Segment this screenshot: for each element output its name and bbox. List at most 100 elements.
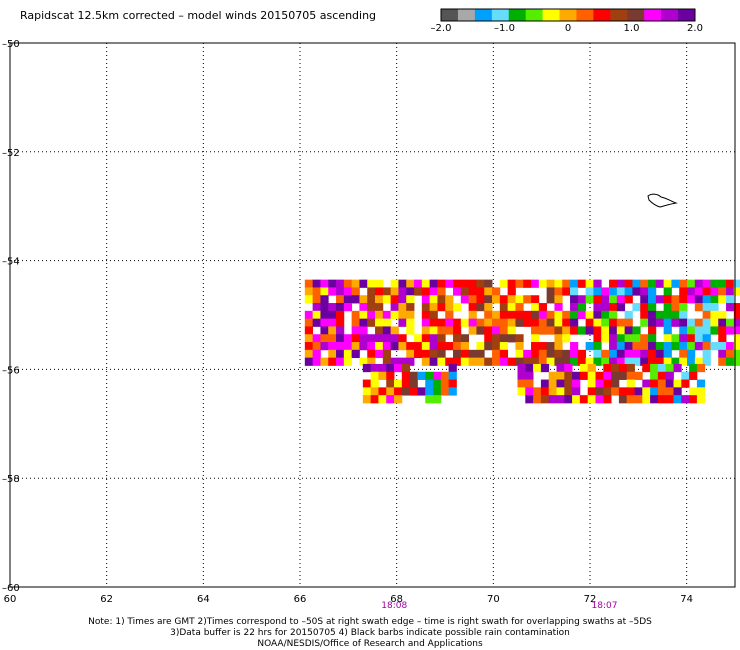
heatmap-cell (733, 310, 740, 320)
heatmap-cell (538, 303, 548, 312)
heatmap-cell (585, 357, 594, 366)
heatmap-cell (499, 303, 509, 312)
heatmap-cell (429, 326, 438, 335)
heatmap-cell (718, 310, 727, 320)
heatmap-cell (634, 371, 643, 380)
heatmap-cell (546, 342, 555, 351)
heatmap-cell (367, 318, 376, 327)
colorbar-block (491, 9, 510, 21)
heatmap-cell (562, 326, 571, 335)
heatmap-cell (499, 326, 509, 335)
heatmap-cell (546, 295, 555, 304)
heatmap-cell (336, 279, 345, 288)
heatmap-cell (531, 295, 540, 304)
heatmap-cell (468, 303, 477, 312)
heatmap-cell (367, 349, 376, 359)
heatmap-cell (531, 349, 540, 359)
heatmap-cell (657, 363, 667, 373)
heatmap-cell (554, 295, 563, 304)
heatmap-cell (507, 287, 516, 296)
heatmap-cell (336, 295, 345, 304)
heatmap-cell (468, 349, 477, 359)
heatmap-cell (726, 349, 735, 359)
heatmap-cell (460, 287, 470, 296)
heatmap-cell (359, 279, 368, 288)
heatmap-cell (525, 379, 534, 388)
heatmap-cell (328, 334, 337, 343)
heatmap-cell (632, 279, 641, 288)
heatmap-cell (585, 310, 594, 320)
heatmap-cell (640, 342, 649, 351)
heatmap-cell (601, 303, 610, 312)
colorbar-tick-label: –1.0 (494, 23, 515, 34)
heatmap-cell (648, 303, 657, 312)
heatmap-cell (689, 395, 698, 404)
heatmap-cell (679, 303, 688, 312)
heatmap-cell (640, 318, 649, 327)
heatmap-cell (650, 379, 659, 388)
heatmap-cell (359, 342, 368, 351)
heatmap-cell (417, 387, 426, 396)
heatmap-cell (640, 357, 649, 366)
heatmap-cell (687, 287, 696, 296)
heatmap-cell (616, 303, 626, 312)
heatmap-cell (702, 357, 711, 366)
heatmap-cell (370, 363, 379, 373)
heatmap-cell (394, 363, 403, 373)
heatmap-cell (624, 279, 633, 288)
heatmap-cell (640, 287, 649, 296)
heatmap-cell (694, 318, 704, 327)
heatmap-cell (624, 349, 633, 359)
heatmap-cell (609, 295, 618, 304)
heatmap-cell (320, 303, 329, 312)
heatmap-cell (665, 371, 674, 380)
heatmap-cell (445, 295, 454, 304)
colorbar-block (441, 9, 459, 21)
heatmap-cell (484, 310, 493, 320)
heatmap-cell (601, 295, 610, 304)
heatmap-cell (382, 357, 392, 366)
heatmap-cell (336, 287, 345, 296)
heatmap-cell (657, 379, 667, 388)
heatmap-cell (382, 287, 392, 296)
heatmap-cell (577, 357, 587, 366)
heatmap-cell (453, 326, 462, 335)
heatmap-cell (359, 357, 368, 366)
heatmap-cell (437, 318, 446, 327)
heatmap-cell (616, 279, 626, 288)
heatmap-cell (429, 318, 438, 327)
heatmap-cell (336, 342, 345, 351)
heatmap-cell (328, 326, 337, 335)
heatmap-cell (564, 379, 573, 388)
heatmap-cell (409, 387, 418, 396)
heatmap-cell (433, 387, 442, 396)
heatmap-cell (687, 295, 696, 304)
heatmap-cell (611, 371, 620, 380)
heatmap-cell (312, 295, 321, 304)
heatmap-cell (468, 357, 477, 366)
heatmap-cell (556, 387, 565, 396)
heatmap-cell (343, 287, 353, 296)
heatmap-cell (585, 287, 594, 296)
heatmap-cell (492, 334, 501, 343)
heatmap-cell (642, 379, 651, 388)
heatmap-cell (632, 349, 641, 359)
heatmap-cell (733, 342, 740, 351)
y-tick-label: –52 (2, 148, 20, 159)
heatmap-cell (554, 310, 563, 320)
heatmap-cell (414, 349, 423, 359)
heatmap-cell (570, 318, 579, 327)
heatmap-cell (484, 334, 493, 343)
heatmap-cell (579, 395, 589, 404)
heatmap-cell (587, 395, 596, 404)
heatmap-cell (681, 395, 690, 404)
heatmap-cell (538, 349, 548, 359)
heatmap-cell (328, 310, 337, 320)
heatmap-cell (351, 349, 360, 359)
heatmap-cell (726, 303, 735, 312)
heatmap-cell (406, 310, 415, 320)
heatmap-cell (665, 395, 674, 404)
heatmap-cell (556, 371, 565, 380)
heatmap-cell (609, 342, 618, 351)
heatmap-cell (492, 310, 501, 320)
